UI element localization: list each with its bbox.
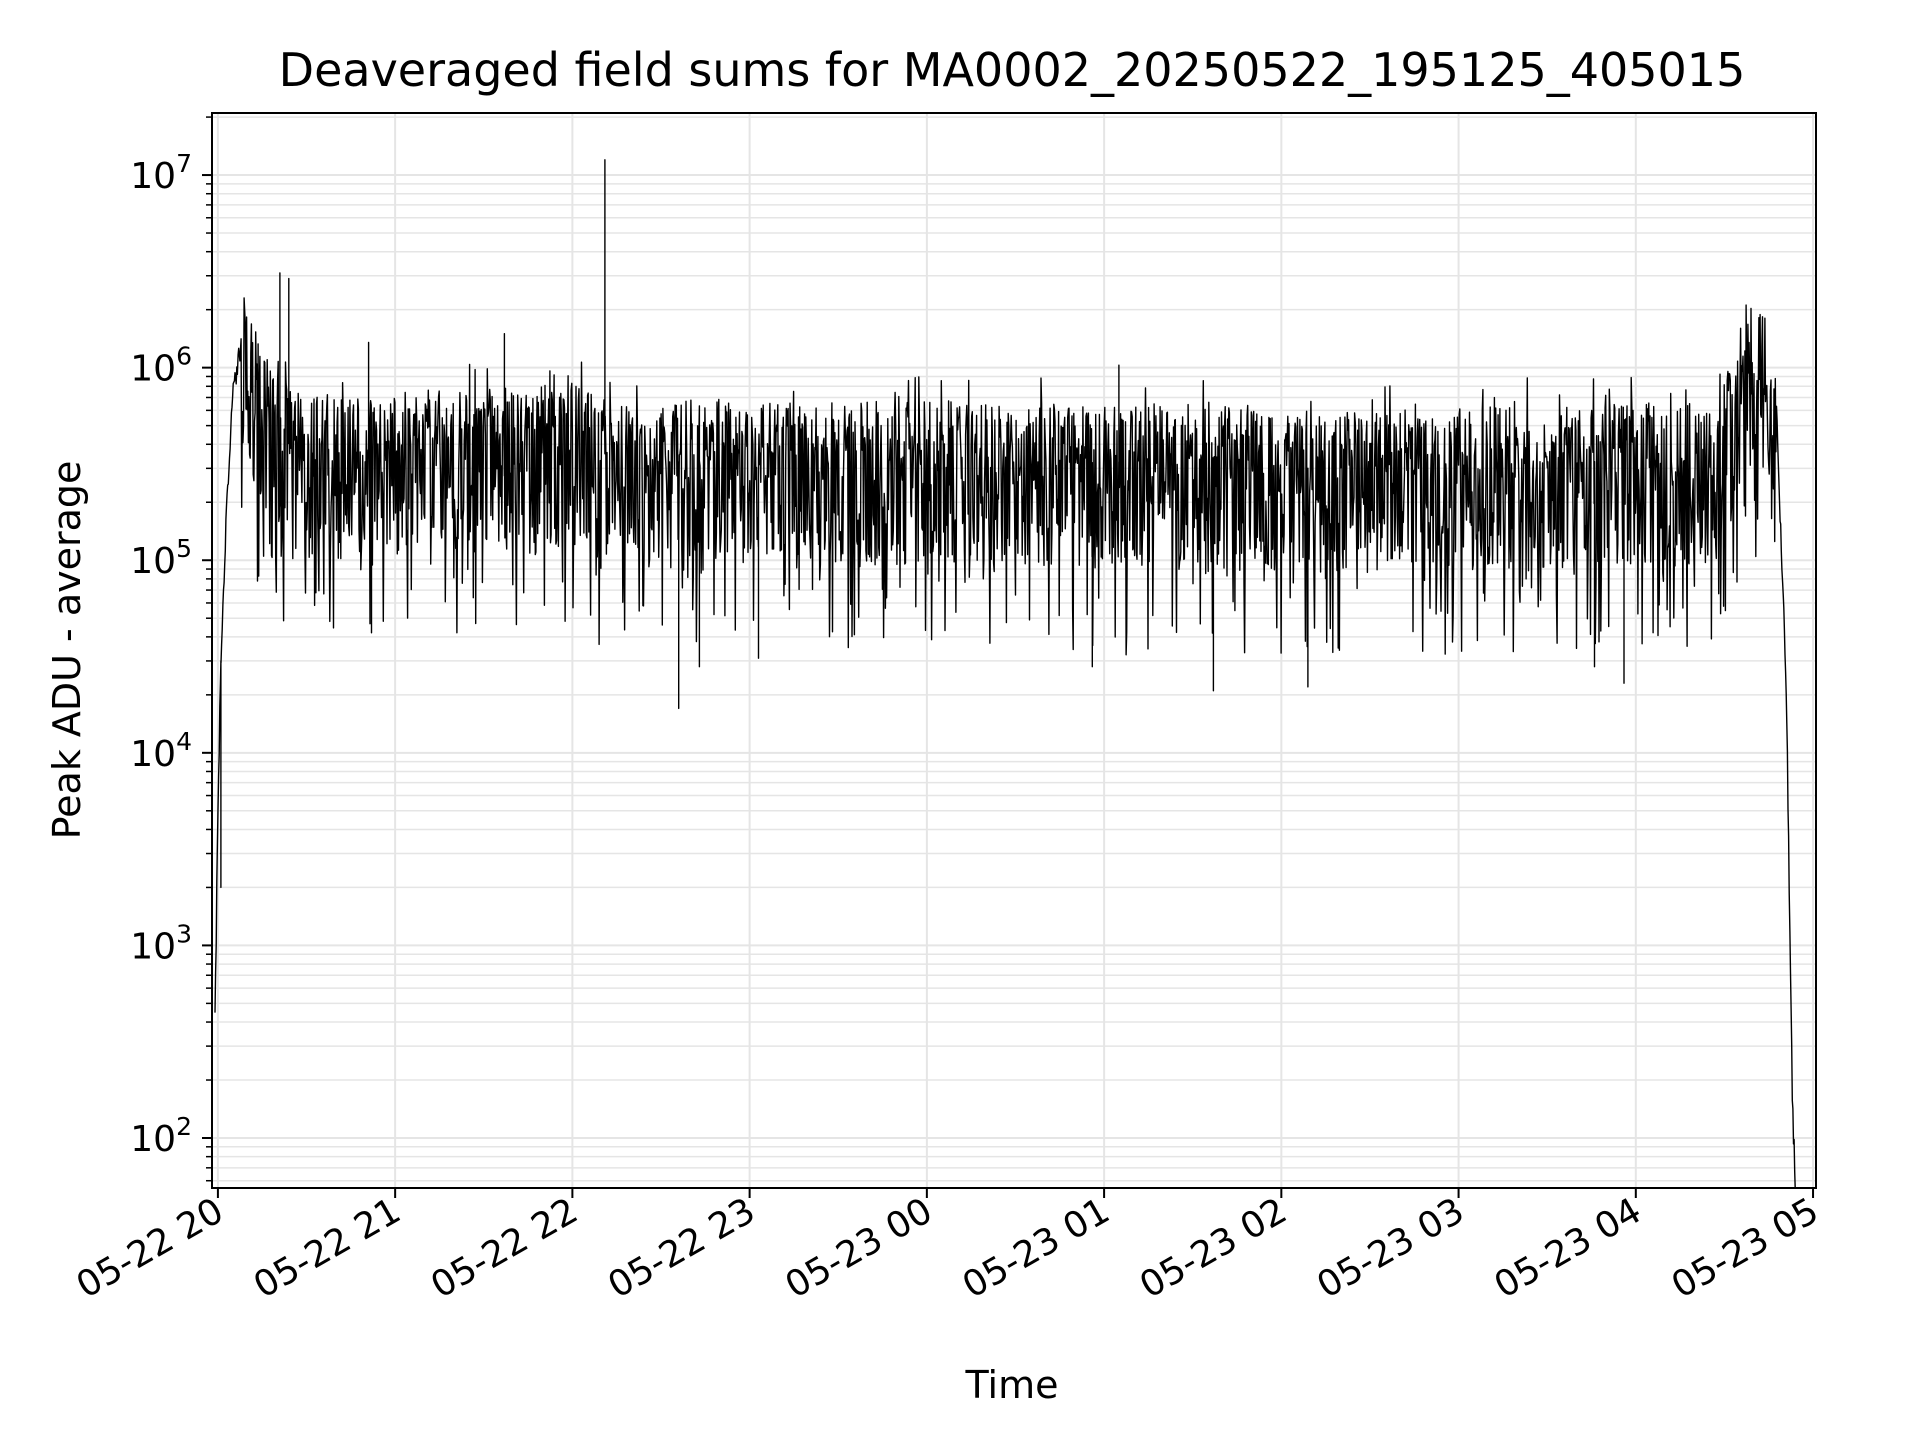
chart-title: Deaveraged field sums for MA0002_2025052… [279, 43, 1746, 97]
y-tick-label: 104 [130, 727, 192, 775]
series-line [214, 159, 1796, 1188]
x-axis-label: Time [965, 1363, 1059, 1407]
grid [212, 113, 1816, 1188]
y-tick-label: 106 [130, 342, 192, 390]
y-axis-label: Peak ADU - average [45, 461, 89, 840]
series-layer [214, 159, 1796, 1188]
y-axis: 102 103 104 105 106 107 [130, 116, 212, 1182]
y-tick-label: 103 [130, 919, 192, 967]
y-tick-label: 107 [130, 149, 192, 197]
plot-frame [211, 112, 1817, 1189]
y-tick-label: 105 [130, 534, 192, 582]
y-tick-label: 102 [130, 1112, 192, 1160]
